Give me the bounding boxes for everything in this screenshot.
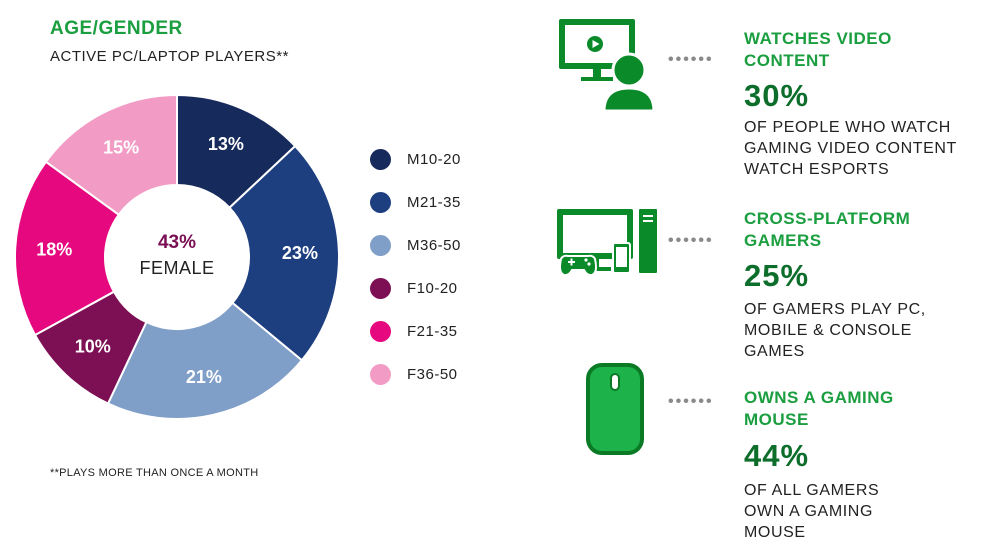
center-percent: 43% xyxy=(157,232,197,253)
legend-label: M10-20 xyxy=(407,151,461,168)
stat-title-line: CONTENT xyxy=(744,51,830,70)
legend-swatch xyxy=(370,364,391,385)
stat-desc-line: GAMING VIDEO CONTENT xyxy=(744,140,957,157)
legend-label: M21-35 xyxy=(407,194,461,211)
multi-device-icon xyxy=(557,209,657,277)
connector-dots: •••••• xyxy=(668,393,714,410)
legend-label: F10-20 xyxy=(407,280,458,297)
stat-title: WATCHES VIDEO CONTENT xyxy=(744,28,892,72)
slice-label: 13% xyxy=(208,134,244,154)
stat-desc-line: OF PEOPLE WHO WATCH xyxy=(744,119,951,136)
stat-description: OF PEOPLE WHO WATCH GAMING VIDEO CONTENT… xyxy=(744,117,957,180)
stat-desc-line: OF GAMERS PLAY PC, xyxy=(744,301,926,318)
chart-legend: M10-20 M21-35 M36-50 F10-20 F21-35 F36-50 xyxy=(370,138,461,396)
legend-label: F21-35 xyxy=(407,323,458,340)
donut-slice-m36-50 xyxy=(106,301,304,420)
legend-swatch xyxy=(370,149,391,170)
footnote: **PLAYS MORE THAN ONCE A MONTH xyxy=(50,467,259,479)
legend-label: F36-50 xyxy=(407,366,458,383)
legend-item: F36-50 xyxy=(370,353,461,396)
stat-description: OF ALL GAMERS OWN A GAMING MOUSE xyxy=(744,480,879,543)
slice-label: 21% xyxy=(186,367,222,387)
legend-item: F21-35 xyxy=(370,310,461,353)
stat-desc-line: OWN A GAMING xyxy=(744,503,873,520)
stat-title-line: MOUSE xyxy=(744,410,809,429)
slice-label: 18% xyxy=(36,239,72,259)
stat-title-line: OWNS A GAMING xyxy=(744,388,894,407)
legend-swatch xyxy=(370,321,391,342)
slice-label: 23% xyxy=(282,243,318,263)
stat-value: 44% xyxy=(744,438,810,473)
stat-description: OF GAMERS PLAY PC, MOBILE & CONSOLE GAME… xyxy=(744,299,926,362)
donut-slice-f21-35 xyxy=(14,160,121,337)
stat-value: 25% xyxy=(744,258,810,293)
stat-desc-line: WATCH ESPORTS xyxy=(744,161,890,178)
connector-dots: •••••• xyxy=(668,51,714,68)
slice-label: 10% xyxy=(75,337,111,357)
stat-value: 30% xyxy=(744,78,810,113)
donut-chart: 13% 23% 21% 10% 18% 15% xyxy=(14,93,340,420)
stat-title-line: WATCHES VIDEO xyxy=(744,29,892,48)
donut-slice-m21-35 xyxy=(228,144,340,362)
legend-item: M36-50 xyxy=(370,224,461,267)
stat-desc-line: GAMES xyxy=(744,343,805,360)
stat-desc-line: MOUSE xyxy=(744,524,806,541)
stat-title-line: GAMERS xyxy=(744,231,822,250)
donut-slice-f36-50 xyxy=(44,93,178,217)
stat-title-line: CROSS-PLATFORM xyxy=(744,209,911,228)
legend-swatch xyxy=(370,278,391,299)
monitor-person-icon xyxy=(559,19,656,113)
slice-label: 15% xyxy=(103,137,139,157)
mouse-icon xyxy=(586,363,644,455)
connector-dots: •••••• xyxy=(668,232,714,249)
legend-label: M36-50 xyxy=(407,237,461,254)
stat-desc-line: MOBILE & CONSOLE xyxy=(744,322,912,339)
center-label: FEMALE xyxy=(139,258,215,278)
chart-title: AGE/GENDER xyxy=(50,18,183,39)
legend-swatch xyxy=(370,192,391,213)
legend-item: F10-20 xyxy=(370,267,461,310)
stat-title: OWNS A GAMING MOUSE xyxy=(744,387,894,431)
stat-title: CROSS-PLATFORM GAMERS xyxy=(744,208,910,252)
stat-desc-line: OF ALL GAMERS xyxy=(744,482,880,499)
legend-item: M10-20 xyxy=(370,138,461,181)
chart-subtitle: ACTIVE PC/LAPTOP PLAYERS** xyxy=(50,48,289,65)
legend-item: M21-35 xyxy=(370,181,461,224)
legend-swatch xyxy=(370,235,391,256)
